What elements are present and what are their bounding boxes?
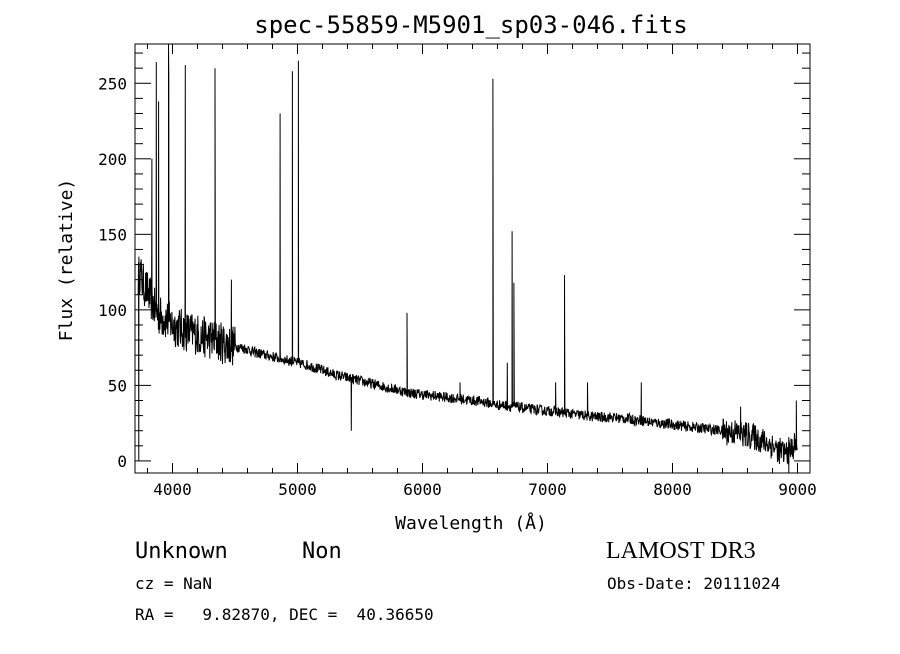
y-tick-label: 0 xyxy=(117,452,127,471)
y-axis-label: Flux (relative) xyxy=(56,179,77,342)
class-label: Unknown xyxy=(135,539,228,564)
x-tick-label: 7000 xyxy=(528,480,567,499)
chart-title: spec-55859-M5901_sp03-046.fits xyxy=(254,11,687,39)
y-tick-label: 150 xyxy=(98,225,127,244)
plot-frame xyxy=(134,43,811,474)
x-tick-label: 8000 xyxy=(653,480,692,499)
x-axis-label: Wavelength (Å) xyxy=(395,512,547,534)
subclass-label: Non xyxy=(302,539,342,564)
survey-label: LAMOST DR3 xyxy=(606,538,756,564)
y-tick-label: 50 xyxy=(108,376,127,395)
y-tick-label: 200 xyxy=(98,150,127,169)
x-tick-label: 9000 xyxy=(778,480,817,499)
x-tick-label: 6000 xyxy=(403,480,442,499)
spectrum-line xyxy=(137,44,798,473)
y-tick-label: 100 xyxy=(98,301,127,320)
x-tick-label: 4000 xyxy=(153,480,192,499)
y-axis-ticks: 0 50 100 150 200 250 xyxy=(98,52,810,471)
x-axis-ticks: 4000 5000 6000 7000 8000 9000 xyxy=(147,44,817,499)
obs-date-label: Obs-Date: 20111024 xyxy=(607,574,780,593)
cz-label: cz = NaN xyxy=(135,574,212,593)
x-tick-label: 5000 xyxy=(278,480,317,499)
coords-label: RA = 9.82870, DEC = 40.36650 xyxy=(135,605,434,624)
y-tick-label: 250 xyxy=(98,74,127,93)
